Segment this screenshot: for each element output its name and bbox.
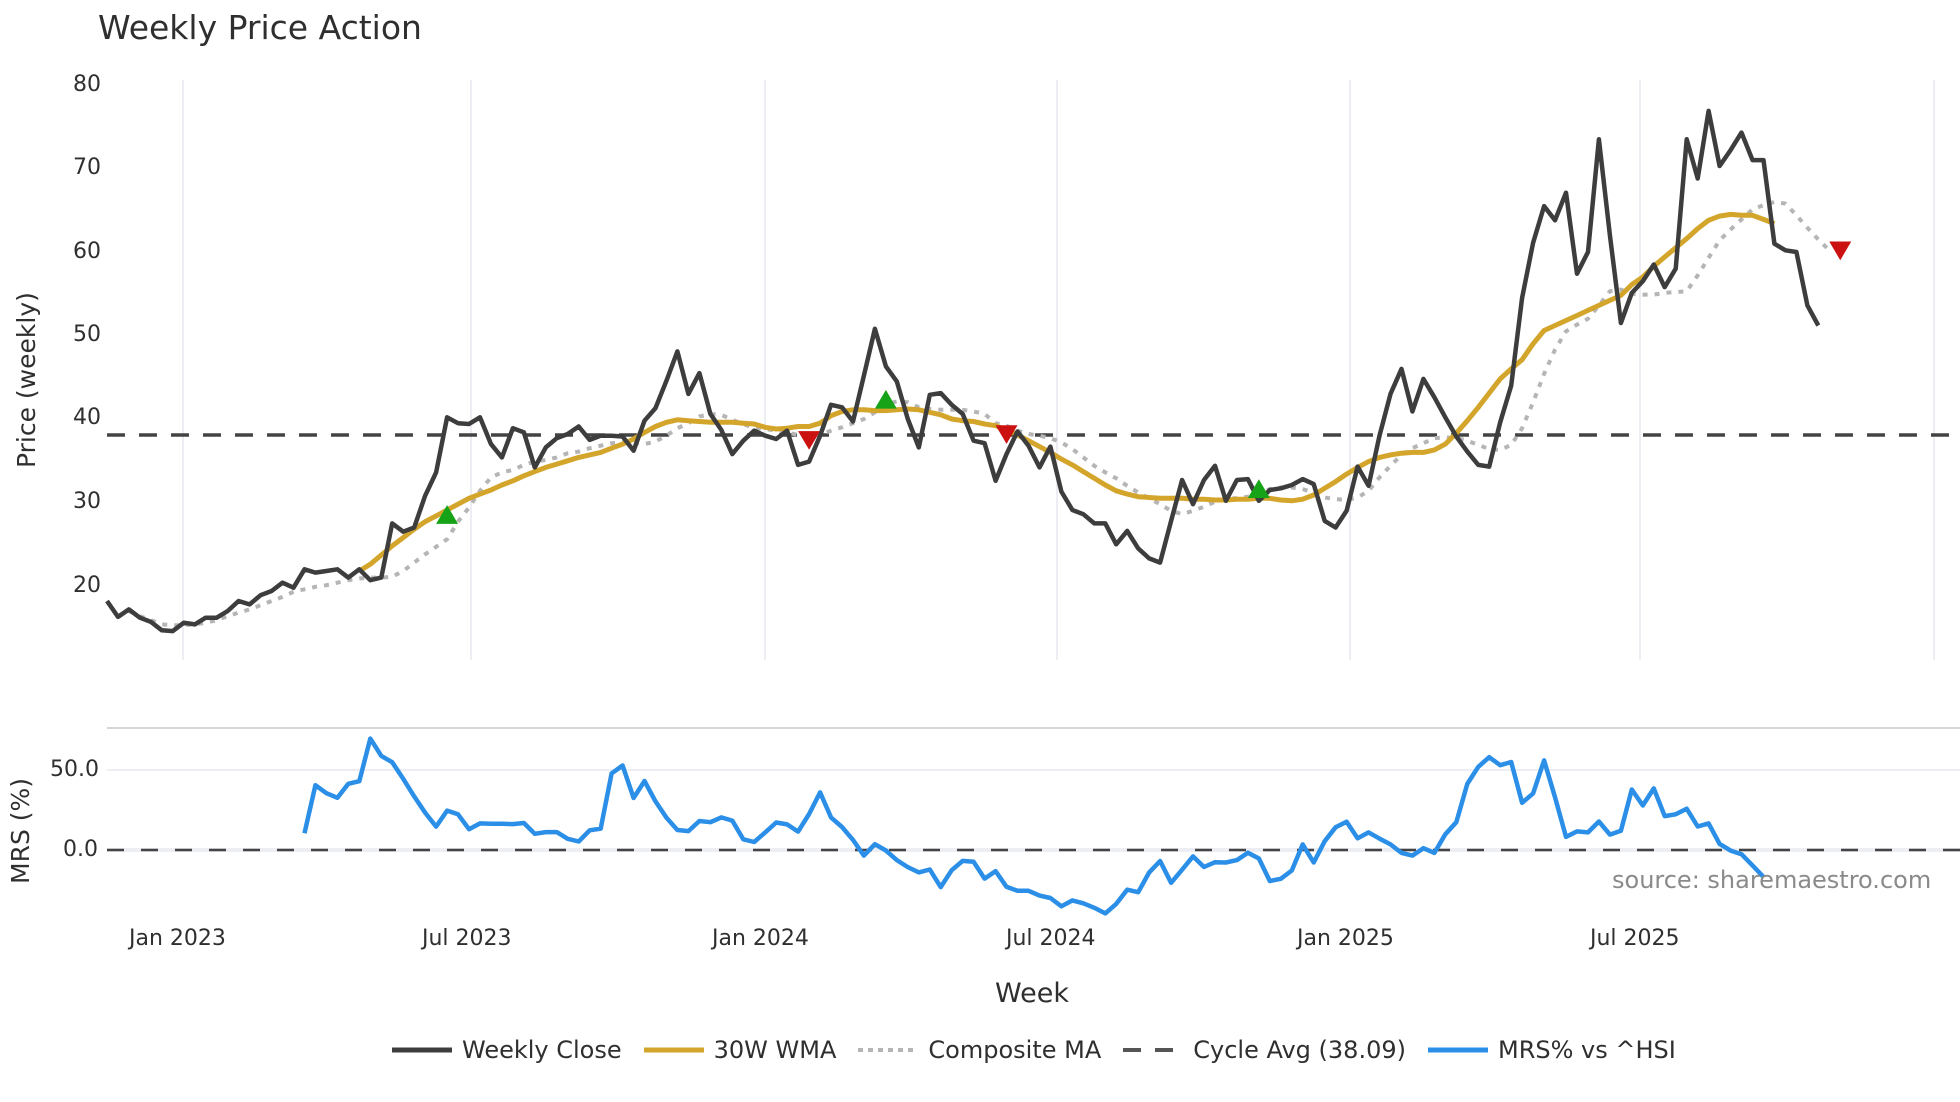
price-ytick: 70	[73, 155, 101, 180]
solid-line-icon	[392, 1047, 452, 1053]
legend-item-cycle-avg[interactable]: Cycle Avg (38.09)	[1123, 1036, 1406, 1064]
xtick: Jul 2023	[422, 926, 512, 951]
xtick: Jul 2024	[1006, 926, 1096, 951]
xtick: Jan 2025	[1297, 926, 1394, 951]
legend-item-mrs[interactable]: MRS% vs ^HSI	[1427, 1036, 1676, 1064]
price-ytick: 50	[73, 322, 101, 347]
buy-signal-triangle-up-icon	[436, 505, 459, 524]
legend: Weekly Close 30W WMA Composite MA Cycle …	[392, 1036, 1698, 1064]
x-axis-label: Week	[995, 978, 1069, 1009]
solid-line-icon	[1427, 1047, 1488, 1053]
price-ytick: 60	[73, 239, 101, 264]
mrs-axis-label: MRS (%)	[6, 777, 35, 884]
sell-signal-triangle-down-icon	[1829, 241, 1852, 261]
sell-signal-triangle-down-icon	[995, 425, 1018, 444]
xtick: Jan 2024	[712, 926, 809, 951]
xtick: Jan 2023	[129, 926, 226, 951]
xtick: Jul 2025	[1590, 926, 1680, 951]
reference-lines	[107, 433, 1960, 852]
chart-title: Weekly Price Action	[98, 8, 422, 47]
price-series	[105, 108, 1831, 634]
weekly-close-line	[105, 108, 1821, 634]
mrs-ytick: 0.0	[63, 837, 98, 862]
legend-label: Weekly Close	[462, 1036, 622, 1064]
buy-signal-triangle-up-icon	[1247, 479, 1270, 498]
legend-label: Composite MA	[928, 1036, 1102, 1064]
legend-label: 30W WMA	[713, 1036, 837, 1064]
price-ytick: 40	[73, 405, 101, 430]
buy-signal-triangle-up-icon	[874, 389, 897, 409]
dashed-line-icon	[1123, 1048, 1184, 1052]
mrs-line	[302, 736, 1766, 916]
price-ytick: 30	[73, 489, 101, 514]
legend-item-weekly-close[interactable]: Weekly Close	[392, 1036, 622, 1064]
wma-line	[357, 211, 1776, 574]
legend-label: MRS% vs ^HSI	[1497, 1036, 1676, 1064]
legend-item-wma[interactable]: 30W WMA	[643, 1036, 837, 1064]
mrs-ytick: 50.0	[50, 757, 99, 782]
signal-markers	[436, 241, 1852, 524]
source-note: source: sharemaestro.com	[1612, 866, 1932, 894]
legend-item-composite-ma[interactable]: Composite MA	[858, 1036, 1101, 1064]
mrs-series	[302, 736, 1766, 916]
price-axis-label: Price (weekly)	[12, 292, 41, 468]
price-ytick: 80	[73, 72, 101, 97]
solid-line-icon	[643, 1047, 704, 1053]
dotted-line-icon	[858, 1048, 919, 1052]
sell-signal-triangle-down-icon	[798, 431, 821, 450]
price-gridlines	[182, 80, 1935, 660]
legend-label: Cycle Avg (38.09)	[1193, 1036, 1406, 1064]
price-ytick: 20	[73, 573, 101, 598]
